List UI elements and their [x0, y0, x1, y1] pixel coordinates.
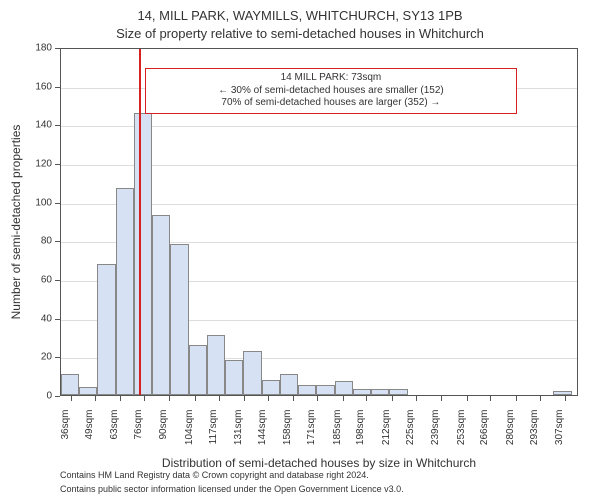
y-tick-label: 80	[22, 236, 52, 247]
x-tick-mark	[195, 396, 196, 401]
y-tick-mark	[55, 48, 60, 49]
property-marker-line	[139, 49, 141, 395]
x-tick-label: 49sqm	[84, 410, 95, 460]
x-tick-mark	[120, 396, 121, 401]
x-tick-mark	[366, 396, 367, 401]
plot-area: 14 MILL PARK: 73sqm← 30% of semi-detache…	[60, 48, 578, 396]
x-tick-label: 239sqm	[430, 410, 441, 460]
histogram-bar	[152, 215, 170, 395]
histogram-bar	[134, 113, 152, 395]
x-tick-mark	[467, 396, 468, 401]
histogram-bar	[61, 374, 79, 395]
x-tick-label: 171sqm	[306, 410, 317, 460]
footer-line-2: Contains public sector information licen…	[60, 484, 404, 494]
histogram-bar	[316, 385, 334, 395]
histogram-bar	[243, 351, 261, 395]
annotation-line-1: 14 MILL PARK: 73sqm	[152, 72, 510, 85]
y-tick-label: 160	[22, 81, 52, 92]
y-tick-mark	[55, 357, 60, 358]
x-tick-label: 144sqm	[257, 410, 268, 460]
x-tick-label: 131sqm	[233, 410, 244, 460]
y-tick-mark	[55, 241, 60, 242]
annotation-line-2: ← 30% of semi-detached houses are smalle…	[152, 85, 510, 98]
y-tick-mark	[55, 164, 60, 165]
y-axis-label: Number of semi-detached properties	[9, 125, 23, 320]
chart-title-subtitle: Size of property relative to semi-detach…	[0, 26, 600, 41]
x-tick-mark	[565, 396, 566, 401]
histogram-bar	[298, 385, 316, 395]
x-tick-mark	[244, 396, 245, 401]
y-tick-mark	[55, 125, 60, 126]
x-tick-label: 185sqm	[332, 410, 343, 460]
histogram-bar	[389, 389, 407, 395]
y-tick-label: 40	[22, 313, 52, 324]
x-tick-label: 158sqm	[282, 410, 293, 460]
x-tick-label: 280sqm	[505, 410, 516, 460]
x-tick-mark	[392, 396, 393, 401]
footer-line-1: Contains HM Land Registry data © Crown c…	[60, 470, 369, 480]
y-tick-label: 100	[22, 197, 52, 208]
x-tick-label: 90sqm	[158, 410, 169, 460]
histogram-bar	[97, 264, 115, 395]
y-tick-label: 140	[22, 120, 52, 131]
y-tick-mark	[55, 87, 60, 88]
x-tick-mark	[441, 396, 442, 401]
y-tick-mark	[55, 203, 60, 204]
x-tick-mark	[343, 396, 344, 401]
y-tick-label: 20	[22, 352, 52, 363]
x-tick-mark	[490, 396, 491, 401]
histogram-bar	[170, 244, 188, 395]
y-tick-label: 120	[22, 159, 52, 170]
x-tick-label: 63sqm	[109, 410, 120, 460]
y-tick-label: 0	[22, 391, 52, 402]
x-tick-label: 36sqm	[60, 410, 71, 460]
histogram-bar	[207, 335, 225, 395]
x-tick-label: 104sqm	[184, 410, 195, 460]
x-tick-mark	[169, 396, 170, 401]
x-tick-mark	[144, 396, 145, 401]
chart-title-address: 14, MILL PARK, WAYMILLS, WHITCHURCH, SY1…	[0, 8, 600, 23]
y-tick-mark	[55, 280, 60, 281]
x-tick-mark	[71, 396, 72, 401]
x-tick-label: 198sqm	[355, 410, 366, 460]
histogram-bar	[262, 380, 280, 395]
y-tick-label: 60	[22, 275, 52, 286]
x-tick-label: 266sqm	[479, 410, 490, 460]
x-tick-label: 212sqm	[381, 410, 392, 460]
x-tick-label: 293sqm	[529, 410, 540, 460]
x-tick-mark	[317, 396, 318, 401]
x-tick-label: 117sqm	[208, 410, 219, 460]
x-tick-mark	[219, 396, 220, 401]
x-tick-label: 76sqm	[133, 410, 144, 460]
y-tick-label: 180	[22, 43, 52, 54]
histogram-bar	[280, 374, 298, 395]
histogram-bar	[553, 391, 571, 395]
histogram-bar	[116, 188, 134, 395]
histogram-bar	[335, 381, 353, 395]
x-tick-mark	[95, 396, 96, 401]
histogram-bar	[225, 360, 243, 395]
annotation-line-3: 70% of semi-detached houses are larger (…	[152, 97, 510, 110]
x-tick-mark	[416, 396, 417, 401]
y-tick-mark	[55, 319, 60, 320]
x-tick-label: 307sqm	[554, 410, 565, 460]
x-tick-mark	[540, 396, 541, 401]
x-tick-mark	[516, 396, 517, 401]
histogram-bar	[79, 387, 97, 395]
histogram-bar	[371, 389, 389, 395]
x-tick-mark	[268, 396, 269, 401]
histogram-bar	[353, 389, 371, 395]
x-tick-label: 225sqm	[405, 410, 416, 460]
x-tick-mark	[293, 396, 294, 401]
y-tick-mark	[55, 396, 60, 397]
annotation-box: 14 MILL PARK: 73sqm← 30% of semi-detache…	[145, 68, 517, 114]
histogram-bar	[189, 345, 207, 395]
x-tick-label: 253sqm	[456, 410, 467, 460]
